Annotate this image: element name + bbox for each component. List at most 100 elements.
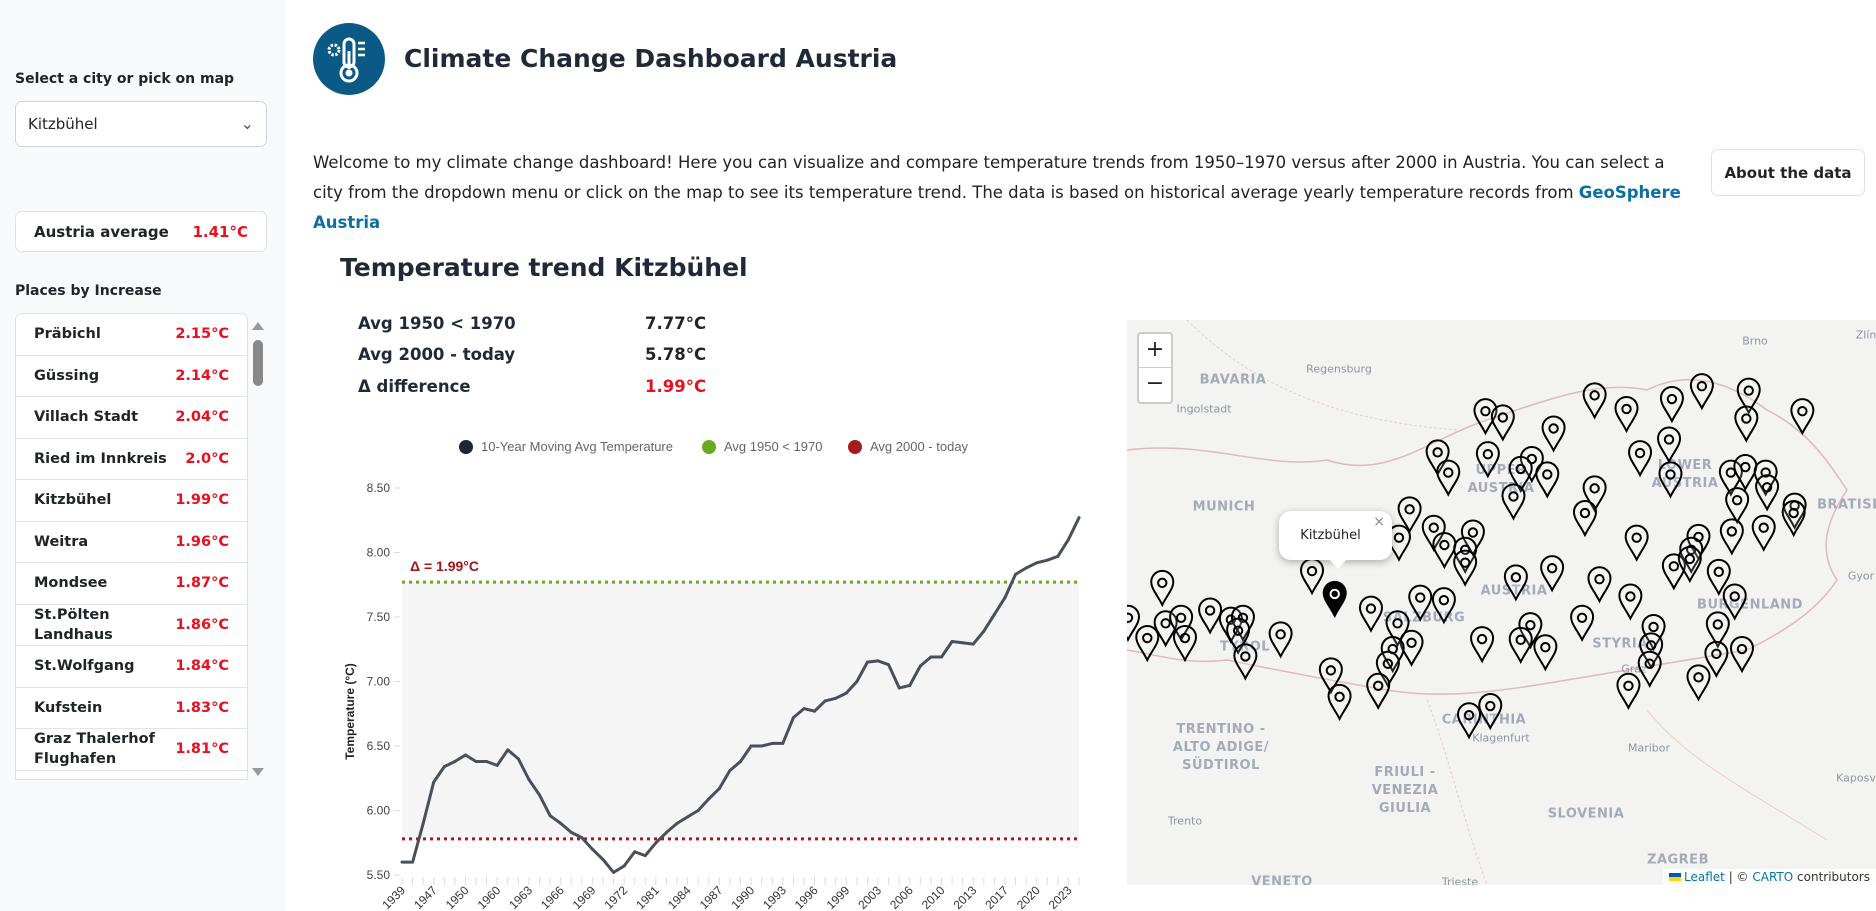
map-marker-icon[interactable] — [1268, 621, 1293, 659]
map-marker-icon[interactable] — [1734, 405, 1759, 443]
map-marker-icon[interactable] — [1432, 532, 1457, 570]
map-marker-icon[interactable] — [1127, 604, 1140, 643]
zoom-in-button[interactable]: + — [1139, 334, 1171, 368]
place-item[interactable]: Ried im Innkreis 2.0°C — [16, 439, 247, 480]
map-marker-icon[interactable] — [1453, 549, 1478, 587]
map-marker-icon[interactable] — [1582, 382, 1607, 420]
place-item[interactable]: St.Pölten Landhaus 1.86°C — [16, 605, 247, 646]
map-marker-icon[interactable] — [1436, 459, 1461, 497]
place-item[interactable]: Kufstein 1.83°C — [16, 688, 247, 729]
map-marker-icon[interactable] — [1733, 454, 1758, 492]
map-marker-icon[interactable] — [1457, 702, 1482, 740]
scroll-up-arrow-icon[interactable] — [252, 322, 264, 330]
place-item[interactable]: Mondsee 1.87°C — [16, 563, 247, 605]
map[interactable]: BAVARIA Regensburg Ingolstadt MUNICH UPPER AU… — [1127, 320, 1876, 885]
map-marker-icon[interactable] — [1490, 404, 1515, 442]
map-marker-icon[interactable] — [1686, 664, 1711, 702]
map-marker-icon[interactable] — [1637, 650, 1662, 688]
map-marker-icon[interactable] — [1431, 587, 1456, 625]
popup-close-button[interactable]: × — [1373, 514, 1385, 530]
map-marker-icon[interactable] — [1397, 496, 1422, 534]
map-marker-icon[interactable] — [1658, 461, 1683, 499]
map-marker-icon[interactable] — [1385, 610, 1410, 648]
map-marker-icon[interactable] — [1169, 604, 1194, 643]
map-marker-icon[interactable] — [1408, 584, 1433, 622]
map-marker-icon[interactable] — [1425, 439, 1450, 477]
map-marker-icon[interactable] — [1587, 566, 1612, 604]
map-marker-icon[interactable] — [1230, 604, 1255, 643]
map-marker-icon[interactable] — [1722, 583, 1747, 621]
selected-marker-icon[interactable] — [1322, 580, 1347, 619]
places-scrollbar[interactable] — [252, 320, 264, 776]
map-marker-icon[interactable] — [1657, 426, 1682, 464]
map-marker-icon[interactable] — [1659, 386, 1684, 424]
map-marker-icon[interactable] — [1135, 625, 1160, 663]
map-marker-icon[interactable] — [1751, 514, 1776, 552]
map-marker-icon[interactable] — [1473, 398, 1498, 436]
map-markers[interactable] — [1127, 320, 1876, 885]
map-marker-icon[interactable] — [1475, 441, 1500, 479]
map-marker-icon[interactable] — [1366, 672, 1391, 711]
map-marker-icon[interactable] — [1518, 612, 1543, 650]
map-marker-icon[interactable] — [1150, 569, 1175, 608]
map-marker-icon[interactable] — [1725, 487, 1750, 525]
about-data-button[interactable]: About the data — [1711, 149, 1865, 196]
map-marker-icon[interactable] — [1380, 636, 1405, 674]
map-marker-icon[interactable] — [1736, 377, 1761, 415]
map-marker-icon[interactable] — [1198, 597, 1223, 635]
map-marker-icon[interactable] — [1470, 626, 1495, 664]
map-marker-icon[interactable] — [1689, 373, 1714, 411]
geosphere-link[interactable]: GeoSphere Austria — [313, 183, 1681, 232]
map-marker-icon[interactable] — [1501, 483, 1526, 521]
map-marker-icon[interactable] — [1535, 461, 1560, 499]
map-marker-icon[interactable] — [1540, 555, 1565, 593]
place-item[interactable]: Weitra 1.96°C — [16, 522, 247, 563]
carto-link[interactable]: CARTO — [1752, 870, 1794, 884]
scroll-thumb[interactable] — [253, 340, 263, 386]
map-marker-icon[interactable] — [1616, 672, 1641, 711]
map-marker-icon[interactable] — [1358, 595, 1383, 633]
map-marker-icon[interactable] — [1318, 657, 1343, 695]
map-marker-icon[interactable] — [1226, 617, 1251, 655]
scroll-down-arrow-icon[interactable] — [252, 768, 264, 776]
map-marker-icon[interactable] — [1755, 474, 1780, 512]
map-marker-icon[interactable] — [1614, 396, 1639, 434]
map-marker-icon[interactable] — [1729, 636, 1754, 674]
map-marker-icon[interactable] — [1781, 500, 1806, 538]
map-marker-icon[interactable] — [1628, 440, 1653, 478]
map-marker-icon[interactable] — [1704, 640, 1729, 679]
map-marker-icon[interactable] — [1790, 398, 1815, 436]
map-marker-icon[interactable] — [1706, 558, 1731, 597]
place-item[interactable]: Güssing 2.14°C — [16, 356, 247, 397]
map-marker-icon[interactable] — [1460, 519, 1485, 557]
map-marker-icon[interactable] — [1677, 546, 1702, 584]
map-marker-icon[interactable] — [1421, 514, 1446, 552]
map-marker-icon[interactable] — [1508, 626, 1533, 665]
place-item[interactable]: Graz Thalerhof Flughafen 1.81°C — [16, 729, 247, 771]
leaflet-link[interactable]: Leaflet — [1684, 870, 1725, 884]
map-marker-icon[interactable] — [1624, 524, 1649, 562]
map-marker-icon[interactable] — [1327, 683, 1352, 722]
map-marker-icon[interactable] — [1618, 583, 1643, 621]
place-item[interactable]: Kitzbühel 1.99°C — [16, 480, 247, 522]
map-marker-icon[interactable] — [1639, 632, 1664, 670]
map-marker-icon[interactable] — [1478, 693, 1503, 731]
map-marker-icon[interactable] — [1503, 564, 1528, 602]
map-marker-icon[interactable] — [1508, 455, 1533, 494]
city-select[interactable]: Kitzbühel ⌄ — [15, 101, 267, 147]
map-marker-icon[interactable] — [1582, 475, 1607, 513]
map-marker-icon[interactable] — [1453, 536, 1478, 575]
place-item[interactable]: St.Wolfgang 1.84°C — [16, 646, 247, 688]
place-item[interactable]: Präbichl 2.15°C — [16, 314, 247, 356]
places-list[interactable]: Präbichl 2.15°C Güssing 2.14°C Villach Stadt… — [15, 313, 248, 780]
map-marker-icon[interactable] — [1233, 643, 1258, 681]
map-marker-icon[interactable] — [1572, 500, 1597, 538]
map-marker-icon[interactable] — [1375, 650, 1400, 688]
map-marker-icon[interactable] — [1705, 611, 1730, 649]
map-marker-icon[interactable] — [1541, 415, 1566, 453]
map-marker-icon[interactable] — [1533, 634, 1558, 672]
map-marker-icon[interactable] — [1172, 625, 1197, 663]
map-marker-icon[interactable] — [1300, 558, 1325, 596]
map-marker-icon[interactable] — [1719, 518, 1744, 556]
place-item[interactable]: Villach Stadt 2.04°C — [16, 397, 247, 439]
